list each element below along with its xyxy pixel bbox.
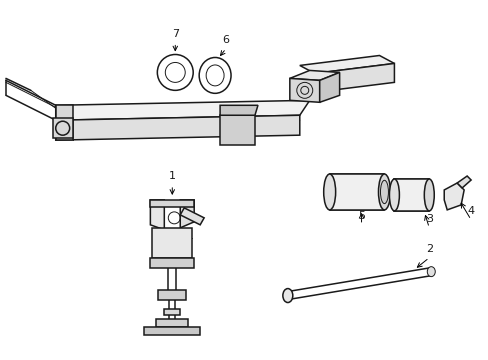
Polygon shape <box>56 105 73 140</box>
Polygon shape <box>158 289 186 300</box>
Polygon shape <box>319 72 339 102</box>
Text: 4: 4 <box>467 206 474 216</box>
Polygon shape <box>144 328 200 336</box>
Polygon shape <box>164 310 180 315</box>
Polygon shape <box>152 228 192 258</box>
Polygon shape <box>329 174 384 210</box>
Ellipse shape <box>199 58 230 93</box>
Polygon shape <box>299 55 394 73</box>
Ellipse shape <box>206 65 224 86</box>
Polygon shape <box>56 115 299 140</box>
Polygon shape <box>56 100 309 120</box>
Text: 2: 2 <box>425 244 432 254</box>
Polygon shape <box>156 319 188 328</box>
Text: 5: 5 <box>357 211 365 221</box>
Polygon shape <box>53 118 73 138</box>
Ellipse shape <box>424 179 433 211</box>
Polygon shape <box>150 200 194 207</box>
Text: 1: 1 <box>168 171 175 181</box>
Polygon shape <box>220 105 258 115</box>
Text: 7: 7 <box>171 28 179 39</box>
Ellipse shape <box>378 174 389 210</box>
Polygon shape <box>220 115 254 145</box>
Polygon shape <box>150 200 164 230</box>
Text: 6: 6 <box>222 35 229 45</box>
Polygon shape <box>180 208 203 225</box>
Polygon shape <box>289 78 319 102</box>
Polygon shape <box>443 183 463 210</box>
Text: 3: 3 <box>425 214 432 224</box>
Polygon shape <box>150 258 194 268</box>
Polygon shape <box>314 63 394 92</box>
Ellipse shape <box>323 174 335 210</box>
Polygon shape <box>456 176 470 188</box>
Polygon shape <box>289 71 339 80</box>
Ellipse shape <box>388 179 399 211</box>
Ellipse shape <box>282 289 292 302</box>
Ellipse shape <box>380 180 387 204</box>
Polygon shape <box>394 179 428 211</box>
Polygon shape <box>180 200 194 228</box>
Ellipse shape <box>427 267 434 276</box>
